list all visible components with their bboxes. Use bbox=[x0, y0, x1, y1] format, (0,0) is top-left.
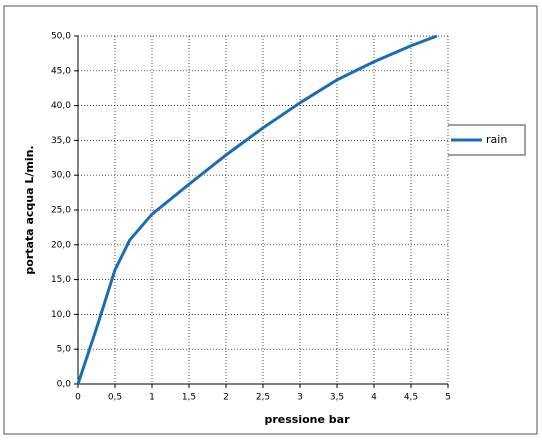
y-tick-label: 25,0 bbox=[51, 206, 71, 216]
legend-label: rain bbox=[486, 133, 507, 146]
x-tick-label: 3 bbox=[297, 393, 303, 403]
frame bbox=[3, 5, 538, 435]
y-axis-label: portata acqua L/min. bbox=[23, 145, 36, 274]
x-tick-label: 2,5 bbox=[256, 393, 270, 403]
y-tick-label: 15,0 bbox=[51, 275, 71, 285]
x-tick-label: 2 bbox=[223, 393, 229, 403]
y-tick-label: 40,0 bbox=[51, 101, 71, 111]
x-tick-label: 1,5 bbox=[182, 393, 196, 403]
x-tick-label: 0,5 bbox=[108, 393, 122, 403]
line bbox=[76, 34, 438, 385]
x-tick-label: 4,5 bbox=[404, 393, 418, 403]
y-tick-label: 10,0 bbox=[51, 310, 71, 320]
x-axis-label: pressione bar bbox=[264, 413, 350, 426]
y-tick-label: 50,0 bbox=[51, 32, 71, 42]
y-tick-label: 20,0 bbox=[51, 240, 71, 250]
y-tick-label: 0,0 bbox=[57, 380, 72, 390]
x-tick-label: 1 bbox=[149, 393, 155, 403]
x-tick-label: 0 bbox=[75, 393, 81, 403]
y-tick-label: 45,0 bbox=[51, 66, 71, 76]
x-tick-label: 3,5 bbox=[330, 393, 344, 403]
x-tick-label: 5 bbox=[445, 393, 451, 403]
y-tick-label: 5,0 bbox=[57, 345, 72, 355]
y-tick-label: 35,0 bbox=[51, 136, 71, 146]
x-tick-label: 4 bbox=[371, 393, 377, 403]
y-tick-label: 30,0 bbox=[51, 171, 71, 181]
